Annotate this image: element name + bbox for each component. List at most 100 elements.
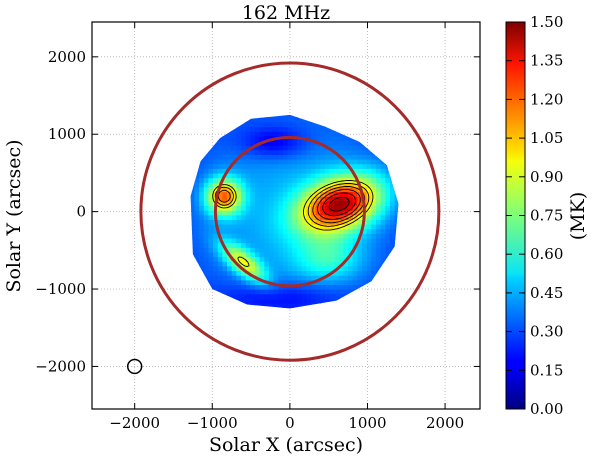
heatmap-cell — [352, 270, 358, 276]
heatmap-cell — [250, 210, 256, 216]
heatmap-cell — [315, 298, 321, 304]
heatmap-cell — [217, 210, 223, 216]
heatmap-cell — [254, 182, 261, 188]
heatmap-cell — [334, 135, 340, 142]
heatmap-cell — [245, 214, 251, 220]
heatmap-cell — [217, 219, 223, 225]
heatmap-cell — [352, 145, 358, 151]
heatmap-cell — [250, 247, 256, 253]
heatmap-cell — [231, 140, 237, 146]
heatmap-cell — [287, 210, 293, 216]
heatmap-cell — [301, 265, 307, 272]
heatmap-cell — [329, 247, 335, 253]
heatmap-cell — [357, 228, 363, 234]
heatmap-cell — [324, 214, 331, 220]
heatmap-cell — [254, 196, 261, 202]
colorbar-tick-label: 1.50 — [530, 13, 563, 31]
heatmap-cell — [250, 117, 256, 123]
heatmap-cell — [366, 251, 372, 258]
heatmap-cell — [245, 256, 251, 262]
heatmap-cell — [329, 289, 335, 295]
heatmap-cell — [236, 200, 242, 207]
heatmap-cell — [278, 177, 284, 183]
heatmap-cell — [213, 145, 219, 151]
heatmap-cell — [273, 210, 279, 216]
heatmap-cell — [320, 270, 326, 276]
heatmap-cell — [268, 182, 275, 188]
heatmap-cell — [250, 214, 256, 220]
heatmap-cell — [301, 275, 307, 281]
heatmap-cell — [315, 145, 321, 151]
heatmap-cell — [227, 149, 233, 155]
heatmap-cell — [250, 126, 256, 132]
heatmap-cell — [282, 265, 289, 272]
heatmap-cell — [217, 172, 223, 179]
heatmap-cell — [320, 298, 326, 304]
heatmap-cell — [376, 233, 382, 239]
heatmap-cell — [329, 275, 335, 281]
heatmap-cell — [357, 270, 363, 276]
heatmap-cell — [199, 237, 205, 244]
heatmap-cell — [231, 214, 237, 220]
heatmap-cell — [366, 242, 372, 248]
heatmap-cell — [222, 261, 228, 267]
heatmap-cell — [385, 214, 391, 220]
heatmap-cell — [362, 270, 368, 276]
heatmap-cell — [324, 191, 331, 197]
heatmap-cell — [208, 168, 214, 174]
heatmap-cell — [217, 145, 223, 151]
heatmap-cell — [240, 298, 247, 304]
heatmap-cell — [208, 196, 214, 202]
heatmap-cell — [301, 159, 307, 165]
heatmap-cell — [278, 196, 284, 202]
heatmap-cell — [306, 163, 312, 169]
heatmap-cell — [213, 149, 219, 155]
heatmap-cell — [320, 182, 326, 188]
heatmap-cell — [245, 284, 251, 290]
heatmap-cell — [371, 182, 377, 188]
heatmap-cell — [245, 210, 251, 216]
heatmap-cell — [287, 191, 293, 197]
heatmap-cell — [292, 163, 298, 169]
heatmap-cell — [231, 191, 237, 197]
heatmap-cell — [194, 242, 200, 248]
heatmap-cell — [268, 205, 275, 211]
heatmap-cell — [362, 275, 368, 281]
heatmap-cell — [268, 224, 275, 230]
heatmap-cell — [203, 205, 209, 211]
heatmap-cell — [343, 289, 349, 295]
heatmap-cell — [329, 251, 335, 258]
heatmap-cell — [231, 275, 237, 281]
heatmap-cell — [320, 289, 326, 295]
heatmap-cell — [306, 270, 312, 276]
heatmap-cell — [310, 298, 317, 304]
heatmap-cell — [282, 256, 289, 262]
heatmap-cell — [250, 233, 256, 239]
heatmap-cell — [296, 131, 303, 137]
heatmap-cell — [227, 210, 233, 216]
heatmap-cell — [389, 196, 396, 202]
heatmap-cell — [217, 289, 223, 295]
heatmap-cell — [231, 219, 237, 225]
heatmap-cell — [240, 214, 247, 220]
heatmap-cell — [278, 145, 284, 151]
heatmap-cell — [245, 224, 251, 230]
heatmap-cell — [292, 265, 298, 272]
heatmap-cell — [245, 289, 251, 295]
heatmap-cell — [338, 163, 345, 169]
heatmap-cell — [301, 149, 307, 155]
heatmap-cell — [240, 163, 247, 169]
heatmap-cell — [278, 168, 284, 174]
heatmap-cell — [231, 237, 237, 244]
heatmap-cell — [352, 219, 358, 225]
heatmap-cell — [320, 261, 326, 267]
heatmap-cell — [324, 149, 331, 155]
heatmap-cell — [254, 168, 261, 174]
heatmap-cell — [259, 182, 265, 188]
heatmap-cell — [376, 177, 382, 183]
heatmap-cell — [278, 219, 284, 225]
heatmap-cell — [203, 163, 209, 169]
heatmap-cell — [203, 182, 209, 188]
heatmap-cell — [231, 205, 237, 211]
